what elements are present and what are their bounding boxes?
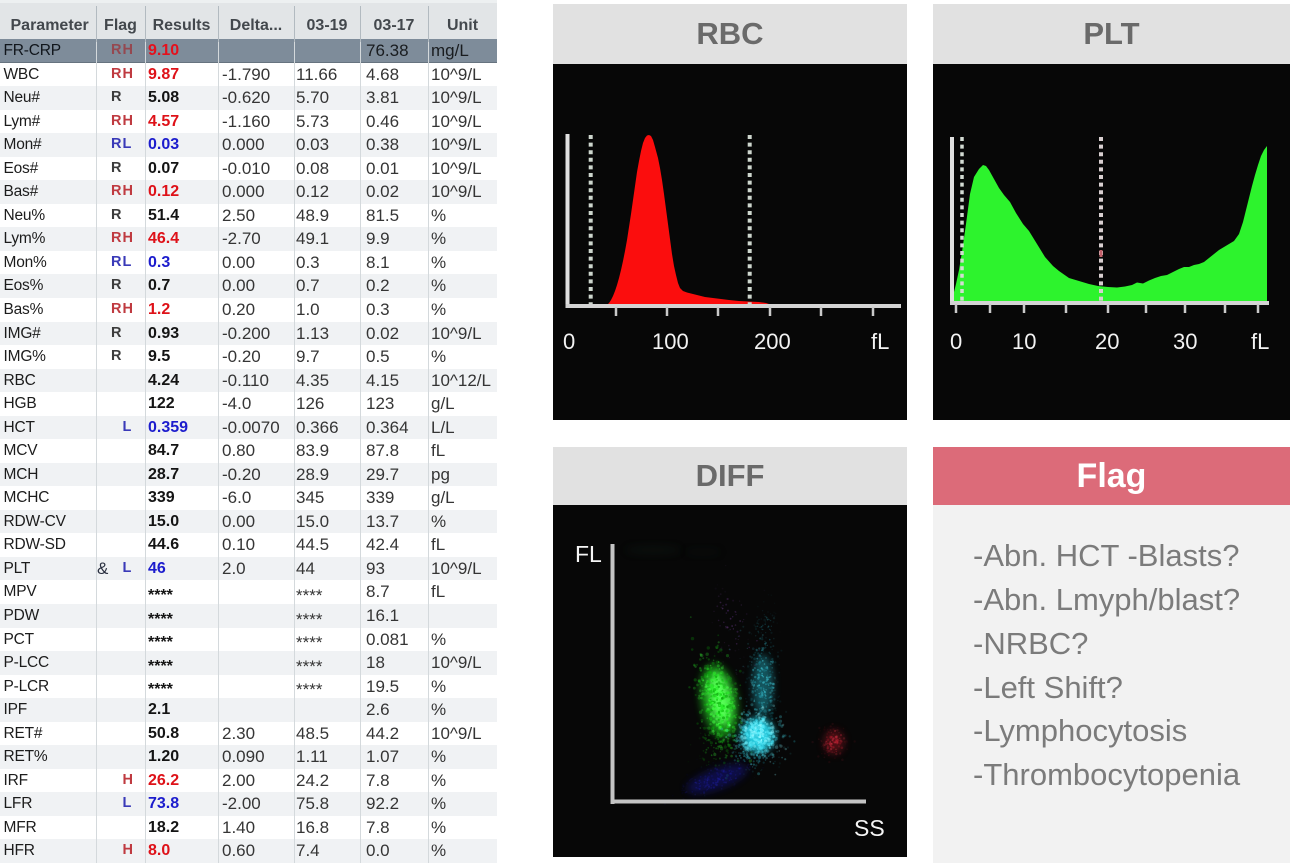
svg-text:10: 10 [1012,329,1036,354]
svg-text:0: 0 [563,329,575,354]
svg-text:20: 20 [1095,329,1119,354]
svg-text:30: 30 [1173,329,1197,354]
svg-text:fL: fL [1251,329,1269,354]
svg-text:fL: fL [871,329,889,354]
svg-text:100: 100 [652,329,689,354]
svg-text:SS: SS [854,815,885,841]
svg-text:FL: FL [575,541,602,567]
svg-text:0: 0 [950,329,962,354]
svg-text:200: 200 [754,329,791,354]
